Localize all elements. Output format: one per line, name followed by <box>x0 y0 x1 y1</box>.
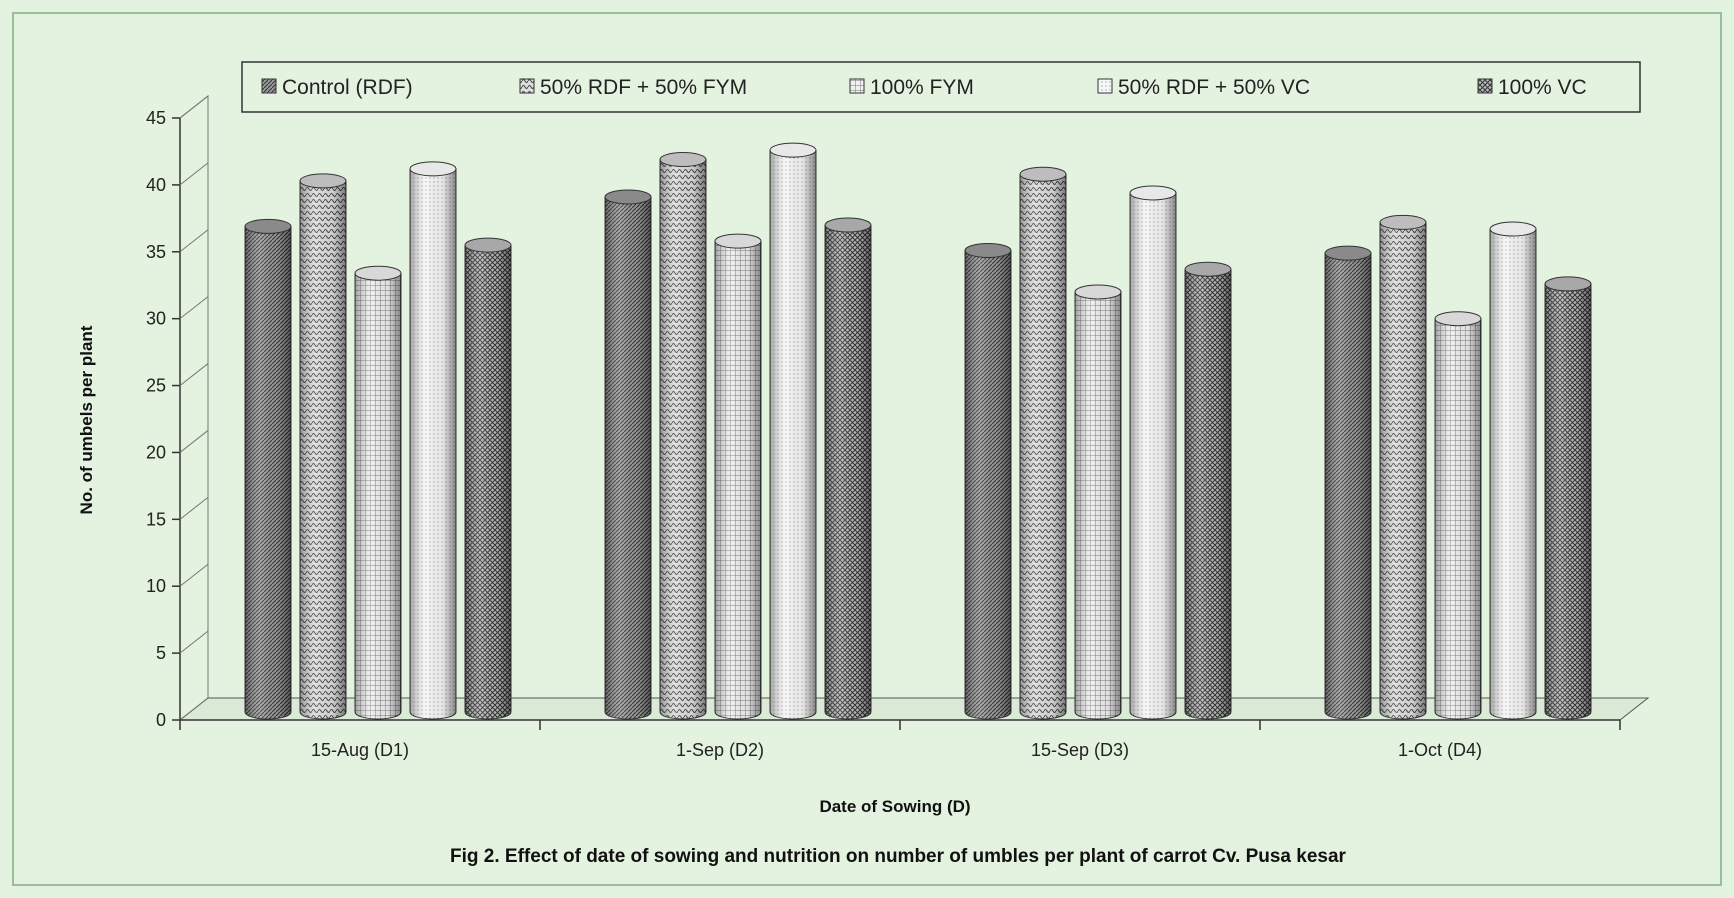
bar <box>299 173 347 720</box>
legend-label: 100% VC <box>1498 76 1587 99</box>
y-axis-title: No. of umbels per plant <box>77 325 96 514</box>
x-tick-label: 1-Sep (D2) <box>676 740 764 760</box>
chart-frame <box>12 12 1722 886</box>
y-tick-label: 0 <box>156 710 166 730</box>
bar <box>1324 245 1372 720</box>
y-tick-label: 30 <box>146 309 166 329</box>
bar <box>1379 214 1427 720</box>
y-depth-line <box>179 430 209 453</box>
y-tick-label: 35 <box>146 242 166 262</box>
bar <box>824 217 872 720</box>
bar <box>1129 185 1177 720</box>
x-tick-label: 15-Sep (D3) <box>1031 740 1129 760</box>
bar <box>714 233 762 720</box>
legend-label: 50% RDF + 50% VC <box>1118 76 1310 99</box>
side-wall <box>179 94 209 722</box>
legend-swatch <box>1097 78 1113 94</box>
bars <box>244 142 1592 720</box>
bar <box>1434 311 1482 720</box>
legend-box <box>241 61 1641 113</box>
legend-swatch <box>1477 78 1493 94</box>
y-axis: 0 5 10 15 20 25 30 35 40 45 <box>146 95 209 730</box>
bar <box>769 142 817 720</box>
bar <box>1489 221 1537 720</box>
y-depth-line <box>179 229 209 253</box>
y-depth-line <box>179 496 209 520</box>
x-axis-title: Date of Sowing (D) <box>819 797 970 816</box>
figure-caption: Fig 2. Effect of date of sowing and nutr… <box>450 846 1347 867</box>
x-axis: 15-Aug (D1) 1-Sep (D2) 15-Sep (D3) 1-Oct (D… <box>179 719 1621 760</box>
y-tick-label: 15 <box>146 509 166 529</box>
y-tick-label: 45 <box>146 108 166 128</box>
bar <box>659 151 707 720</box>
plot-area <box>178 94 1650 722</box>
legend-swatch <box>519 78 535 94</box>
y-depth-line <box>179 95 209 119</box>
y-depth-line <box>179 630 209 654</box>
legend-swatch <box>261 78 277 94</box>
bar <box>354 265 402 720</box>
y-depth-line <box>179 563 209 587</box>
legend-label: 100% FYM <box>870 76 974 99</box>
y-tick-label: 25 <box>146 376 166 396</box>
bar <box>244 218 292 720</box>
y-tick-label: 5 <box>156 643 166 663</box>
y-depth-line <box>179 363 209 386</box>
x-tick-label: 1-Oct (D4) <box>1398 740 1482 760</box>
x-tick-label: 15-Aug (D1) <box>311 740 409 760</box>
y-depth-line <box>179 296 209 320</box>
bar <box>409 161 457 720</box>
bar <box>1019 166 1067 720</box>
bar <box>1184 261 1232 720</box>
y-tick-label: 40 <box>146 175 166 195</box>
y-depth-line <box>179 697 209 721</box>
legend-swatch <box>849 78 865 94</box>
y-depth-line <box>179 162 209 186</box>
bar <box>1074 284 1122 720</box>
legend-label: 50% RDF + 50% FYM <box>540 76 747 99</box>
y-tick-label: 10 <box>146 576 166 596</box>
legend-label: Control (RDF) <box>282 76 413 99</box>
bar <box>604 189 652 720</box>
bar <box>1544 276 1592 720</box>
bar <box>964 242 1012 720</box>
y-tick-label: 20 <box>146 442 166 462</box>
bar <box>464 237 512 720</box>
legend: Control (RDF) 50% RDF + 50% FYM 100% FYM 50… <box>261 76 1587 99</box>
